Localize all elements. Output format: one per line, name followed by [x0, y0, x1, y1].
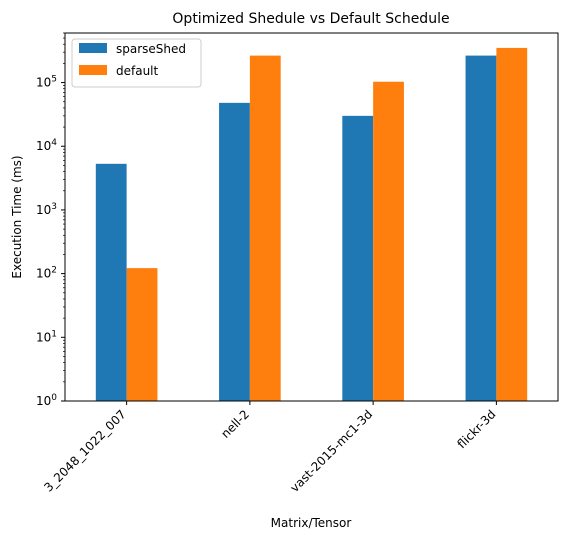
y-tick-label-1: 101 — [36, 329, 57, 344]
x-tick-label-flickr-3d: flickr-3d — [455, 407, 499, 451]
x-axis-label: Matrix/Tensor — [271, 516, 352, 530]
legend-label-sparseshed: sparseShed — [116, 42, 186, 56]
bars — [95, 47, 528, 402]
bar-default-nell-2 — [249, 55, 281, 401]
plot-frame — [64, 32, 559, 402]
bar-sparseshed-nell-2 — [219, 102, 250, 402]
y-tick-label-4: 104 — [36, 138, 57, 153]
legend-swatch-default — [79, 65, 107, 75]
y-tick-label-0: 100 — [36, 393, 57, 408]
legend-swatch-sparseshed — [79, 43, 107, 53]
y-axis-label: Execution Time (ms) — [10, 155, 24, 278]
chart-title: Optimized Shedule vs Default Schedule — [172, 11, 449, 27]
y-tick-label-2: 102 — [36, 266, 57, 281]
bar-default-3-2048-1022-007 — [126, 268, 158, 401]
y-tick-label-3: 103 — [36, 202, 57, 217]
x-tick-label-vast-2015-mc1-3d: vast-2015-mc1-3d — [287, 407, 375, 495]
legend: sparseShed default — [71, 38, 202, 88]
bar-sparseshed-vast-2015-mc1-3d — [342, 115, 374, 402]
y-axis: 100 101 102 103 104 105 — [36, 32, 65, 408]
bar-default-flickr-3d — [496, 47, 528, 401]
x-tick-label-nell-2: nell-2 — [218, 407, 252, 441]
x-axis: 3_2048_1022_007 nell-2 vast-2015-mc1-3d fli… — [41, 401, 498, 495]
bar-sparseshed-3-2048-1022-007 — [95, 163, 127, 401]
y-tick-label-5: 105 — [36, 75, 57, 90]
x-tick-label-3-2048-1022-007: 3_2048_1022_007 — [41, 407, 128, 494]
bar-sparseshed-flickr-3d — [465, 55, 497, 401]
legend-label-default: default — [116, 64, 159, 78]
bar-default-vast-2015-mc1-3d — [373, 81, 404, 402]
